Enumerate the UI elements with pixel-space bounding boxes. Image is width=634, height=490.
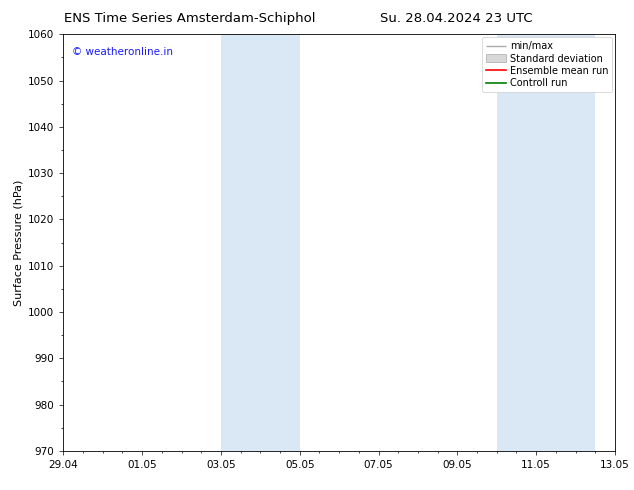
Text: Su. 28.04.2024 23 UTC: Su. 28.04.2024 23 UTC xyxy=(380,12,533,25)
Bar xyxy=(497,34,595,451)
Text: ENS Time Series Amsterdam-Schiphol: ENS Time Series Amsterdam-Schiphol xyxy=(65,12,316,25)
Bar xyxy=(221,34,300,451)
Text: © weatheronline.in: © weatheronline.in xyxy=(72,47,172,57)
Y-axis label: Surface Pressure (hPa): Surface Pressure (hPa) xyxy=(14,179,24,306)
Legend: min/max, Standard deviation, Ensemble mean run, Controll run: min/max, Standard deviation, Ensemble me… xyxy=(482,37,612,92)
